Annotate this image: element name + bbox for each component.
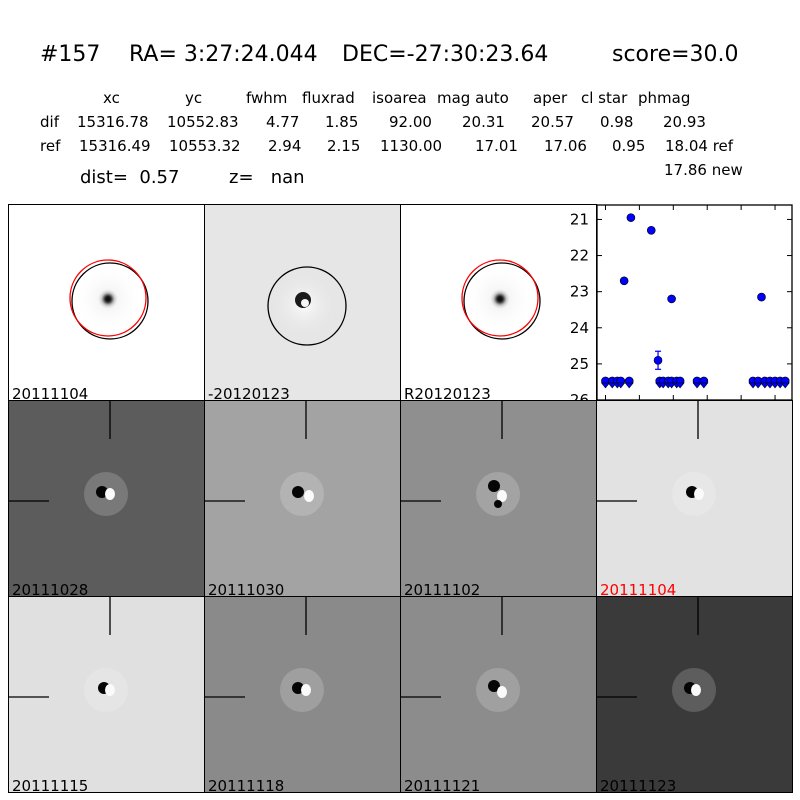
stamp-panel: 20111104 bbox=[596, 400, 793, 597]
dif-fwhm: 4.77 bbox=[266, 113, 300, 131]
panel-label: 20111104 bbox=[12, 385, 89, 401]
difference-stamp bbox=[401, 597, 596, 792]
difference-stamp bbox=[597, 597, 792, 792]
ref-cl-star: 0.95 bbox=[612, 137, 646, 155]
panel-label: 20111028 bbox=[12, 581, 89, 597]
panel-label: 20111118 bbox=[208, 777, 285, 793]
dif-aper: 20.57 bbox=[531, 113, 574, 131]
panel-label: R20120123 bbox=[404, 385, 491, 401]
upper-limit-marker bbox=[753, 382, 763, 389]
upper-limit-marker bbox=[692, 382, 702, 389]
ref-mag-auto: 17.01 bbox=[475, 137, 518, 155]
ref-xc: 15316.49 bbox=[79, 137, 151, 155]
col-xc: xc bbox=[103, 89, 120, 107]
ra-coordinate: RA= 3:27:24.044 bbox=[129, 42, 318, 67]
panel-label: 20111104 bbox=[600, 581, 677, 597]
upper-limit-marker bbox=[780, 382, 790, 389]
col-fluxrad: fluxrad bbox=[302, 89, 355, 107]
ref-fwhm: 2.94 bbox=[268, 137, 302, 155]
dif-yc: 10552.83 bbox=[167, 113, 239, 131]
row-ref-label: ref bbox=[40, 137, 61, 155]
difference-stamp bbox=[9, 401, 204, 596]
stamp-panel: 20111028 bbox=[8, 400, 205, 597]
col-phmag: phmag bbox=[638, 89, 691, 107]
stamp-panel: 20111030 bbox=[204, 400, 401, 597]
difference-stamp bbox=[205, 597, 400, 792]
panel-label: 20111030 bbox=[208, 581, 285, 597]
distance: dist= 0.57 bbox=[80, 167, 180, 188]
stamp-panel: 20111102 bbox=[400, 400, 597, 597]
red-aperture-circle bbox=[69, 259, 147, 337]
dif-xc: 15316.78 bbox=[77, 113, 149, 131]
redshift: z= nan bbox=[229, 167, 305, 188]
ref-aper: 17.06 bbox=[544, 137, 587, 155]
dif-phmag: 20.93 bbox=[663, 113, 706, 131]
ref-phmag: 18.04 ref bbox=[665, 137, 734, 155]
stamp-panel: 20111118 bbox=[204, 596, 401, 793]
panel-label: 20111102 bbox=[404, 581, 481, 597]
object-id: #157 bbox=[40, 42, 101, 67]
red-aperture-circle bbox=[461, 259, 539, 337]
upper-limit-marker bbox=[675, 382, 685, 389]
panel-label: 20111123 bbox=[600, 777, 677, 793]
ref-yc: 10553.32 bbox=[169, 137, 241, 155]
score: score=30.0 bbox=[612, 42, 739, 67]
dif-isoarea: 92.00 bbox=[389, 113, 432, 131]
panel-reference-image: R20120123 bbox=[400, 204, 597, 401]
y-tick-label: 23 bbox=[570, 283, 589, 301]
col-isoarea: isoarea bbox=[372, 89, 427, 107]
panel-new-image: 20111104 bbox=[8, 204, 205, 401]
upper-limit-marker bbox=[600, 382, 611, 389]
col-yc: yc bbox=[185, 89, 203, 107]
difference-image-stamp bbox=[205, 205, 400, 400]
detection-point bbox=[619, 276, 629, 286]
upper-limit-marker bbox=[616, 382, 626, 389]
dif-fluxrad: 1.85 bbox=[325, 113, 359, 131]
panel-label: -20120123 bbox=[208, 385, 290, 401]
detection-point bbox=[653, 355, 663, 365]
panel-label: 20111121 bbox=[404, 777, 481, 793]
detection-point bbox=[757, 292, 766, 302]
dec-coordinate: DEC=-27:30:23.64 bbox=[342, 42, 549, 67]
detection-point bbox=[626, 213, 636, 222]
col-fwhm: fwhm bbox=[246, 89, 288, 107]
col-mag-auto: mag auto bbox=[437, 89, 509, 107]
panel-label: 20111115 bbox=[12, 777, 89, 793]
dif-cl-star: 0.98 bbox=[600, 113, 634, 131]
ref-fluxrad: 2.15 bbox=[327, 137, 361, 155]
difference-stamp bbox=[9, 597, 204, 792]
aperture-circle bbox=[267, 266, 347, 346]
difference-stamp bbox=[401, 401, 596, 596]
new-phmag: 17.86 new bbox=[664, 161, 743, 179]
reference-image-stamp bbox=[401, 205, 596, 400]
stamp-panel: 20111115 bbox=[8, 596, 205, 793]
difference-stamp bbox=[597, 401, 792, 596]
y-tick-label: 22 bbox=[570, 247, 589, 265]
y-tick-label: 25 bbox=[570, 355, 589, 373]
detection-point bbox=[667, 294, 676, 304]
y-tick-label: 21 bbox=[570, 210, 589, 228]
stamp-panel: 20111121 bbox=[400, 596, 597, 793]
y-tick-label: 24 bbox=[570, 319, 589, 337]
upper-limit-marker bbox=[624, 382, 634, 389]
detection-point bbox=[646, 225, 656, 235]
upper-limit-marker bbox=[699, 382, 709, 389]
new-image-stamp bbox=[9, 205, 204, 400]
chart-frame bbox=[596, 204, 793, 401]
ref-isoarea: 1130.00 bbox=[380, 137, 443, 155]
col-cl-star: cl star bbox=[581, 89, 628, 107]
difference-stamp bbox=[205, 401, 400, 596]
row-dif-label: dif bbox=[40, 113, 59, 131]
dif-mag-auto: 20.31 bbox=[462, 113, 505, 131]
col-aper: aper bbox=[533, 89, 568, 107]
stamp-panel: 20111123 bbox=[596, 596, 793, 793]
